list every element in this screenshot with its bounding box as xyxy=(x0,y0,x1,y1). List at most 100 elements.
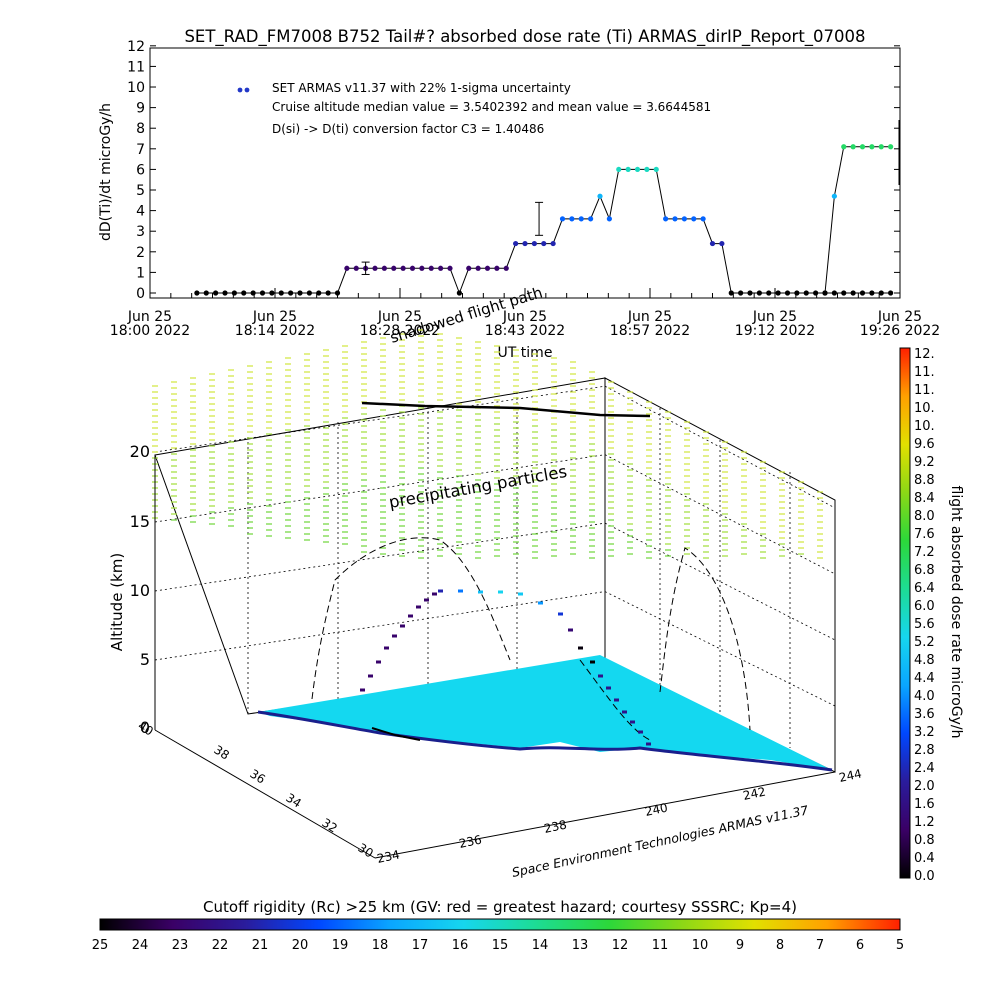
z-grid-line xyxy=(154,385,606,453)
x-tick-label-date: Jun 25 xyxy=(877,309,922,325)
rigidity-colorbar-tick-label: 10 xyxy=(692,938,709,953)
dose-colorbar-tick-label: 9.2 xyxy=(914,455,935,470)
data-point xyxy=(850,144,856,150)
legend-entry: SET ARMAS v11.37 with 22% 1-sigma uncert… xyxy=(272,81,571,95)
series-line xyxy=(824,146,891,294)
data-point xyxy=(775,290,781,296)
3d-axes: 0 5 10 15 20 30 32 34 36 38 40 234 236 238 240 242 244 xyxy=(130,442,863,866)
data-point xyxy=(316,290,322,296)
data-point xyxy=(409,265,416,271)
lon-tick-label: 238 xyxy=(543,817,568,835)
x-tick-label-time: 18:00 2022 xyxy=(110,323,190,339)
dose-colorbar-ticks: 0.0 0.4 0.8 1.2 1.6 2.0 2.4 2.8 3.2 3.6 4.0 4.4 4.8 5… xyxy=(914,347,935,884)
dose-colorbar-tick-label: 4.4 xyxy=(914,671,935,686)
precipitating-particles xyxy=(152,329,823,559)
data-point xyxy=(306,290,312,296)
data-point xyxy=(578,216,584,222)
dose-colorbar-tick-label: 1.2 xyxy=(914,815,935,830)
data-point xyxy=(531,240,537,247)
dose-colorbar-tick-label: 3.6 xyxy=(914,707,935,722)
data-point xyxy=(841,290,847,296)
data-point xyxy=(859,144,866,150)
data-point xyxy=(634,166,641,173)
dose-colorbar-tick-label: 8.0 xyxy=(914,509,935,524)
flight-3d-plot: 0 5 10 15 20 30 32 34 36 38 40 234 236 238 240 242 244 A… xyxy=(108,283,863,880)
z-grid-line xyxy=(154,591,606,661)
dose-colorbar-tick-label: 0.8 xyxy=(914,833,935,848)
rigidity-colorbar-tick-label: 15 xyxy=(492,938,509,953)
data-point xyxy=(569,216,575,222)
z-tick-label: 20 xyxy=(130,442,150,461)
dose-colorbar-tick-label: 0.0 xyxy=(914,869,935,884)
data-point xyxy=(231,290,237,296)
data-point xyxy=(259,290,266,296)
dose-colorbar-tick-label: 6.4 xyxy=(914,581,935,596)
dose-colorbar-tick-label: 2.0 xyxy=(914,779,935,794)
data-point xyxy=(484,265,491,271)
data-point xyxy=(222,290,228,296)
dose-colorbar-tick-label: 8.4 xyxy=(914,491,935,506)
coastline xyxy=(257,710,833,772)
data-point xyxy=(597,193,603,199)
dose-colorbar-tick-label: 9.6 xyxy=(914,437,935,452)
data-point xyxy=(606,216,612,222)
x-tick-label-time: 18:28 2022 xyxy=(360,323,440,339)
data-point xyxy=(878,290,884,296)
data-point xyxy=(813,290,819,296)
y-tick-label: 4 xyxy=(136,204,145,220)
rigidity-colorbar-gradient xyxy=(99,918,901,931)
data-point xyxy=(738,290,744,296)
time-series-legend: SET ARMAS v11.37 with 22% 1-sigma uncert… xyxy=(237,81,711,136)
data-point xyxy=(466,265,472,271)
data-point xyxy=(438,265,444,271)
data-point xyxy=(194,290,200,296)
data-point xyxy=(850,290,856,296)
dose-colorbar-tick-label: 5.2 xyxy=(914,635,935,650)
data-point xyxy=(644,166,650,173)
dose-colorbar-tick-label: 2.8 xyxy=(914,743,935,758)
z-grid-line xyxy=(154,522,606,592)
time-series-data xyxy=(194,120,900,296)
dose-colorbar-tick-label: 7.6 xyxy=(914,527,935,542)
time-series-y-label: dD(Ti)/dt microGy/h xyxy=(98,103,114,241)
legend-marker xyxy=(244,87,250,93)
rigidity-colorbar-tick-label: 17 xyxy=(412,938,429,953)
rigidity-colorbar-tick-label: 6 xyxy=(856,938,864,953)
y-tick-label: 8 xyxy=(136,121,145,137)
data-point xyxy=(353,265,359,271)
data-point xyxy=(803,290,809,296)
lat-axis-line xyxy=(154,729,376,859)
dose-colorbar-label: flight absorbed dose rate microGy/h xyxy=(948,486,964,739)
lon-tick-label: 234 xyxy=(376,847,401,865)
series-line xyxy=(196,168,891,295)
data-point xyxy=(625,166,631,173)
data-point xyxy=(203,290,209,296)
data-point xyxy=(756,290,762,296)
lat-tick-label: 38 xyxy=(211,743,231,763)
data-point xyxy=(784,290,791,296)
data-point xyxy=(503,265,509,271)
dose-colorbar-tick-label: 7.2 xyxy=(914,545,935,560)
data-point xyxy=(719,240,725,247)
lat-tick-label: 32 xyxy=(319,816,339,836)
dose-colorbar: 0.0 0.4 0.8 1.2 1.6 2.0 2.4 2.8 3.2 3.6 4.0 4.4 4.8 5… xyxy=(899,347,964,884)
3d-grid-lines xyxy=(154,385,836,748)
data-point xyxy=(588,216,594,222)
x-tick-label-date: Jun 25 xyxy=(377,309,422,325)
data-point xyxy=(794,290,800,296)
x-tick-label-time: 18:14 2022 xyxy=(235,323,315,339)
data-point xyxy=(288,290,294,296)
data-point xyxy=(691,216,697,222)
rigidity-colorbar-tick-label: 5 xyxy=(896,938,904,953)
rigidity-colorbar-tick-label: 20 xyxy=(292,938,309,953)
lat-tick-label: 36 xyxy=(247,767,267,787)
data-point xyxy=(241,290,247,296)
x-tick-label-time: 18:43 2022 xyxy=(485,323,565,339)
data-point xyxy=(653,166,659,173)
dose-colorbar-tick-label: 4.8 xyxy=(914,653,935,668)
data-point xyxy=(831,290,837,296)
dose-colorbar-tick-label: 11. xyxy=(914,383,935,398)
data-point xyxy=(822,290,828,296)
